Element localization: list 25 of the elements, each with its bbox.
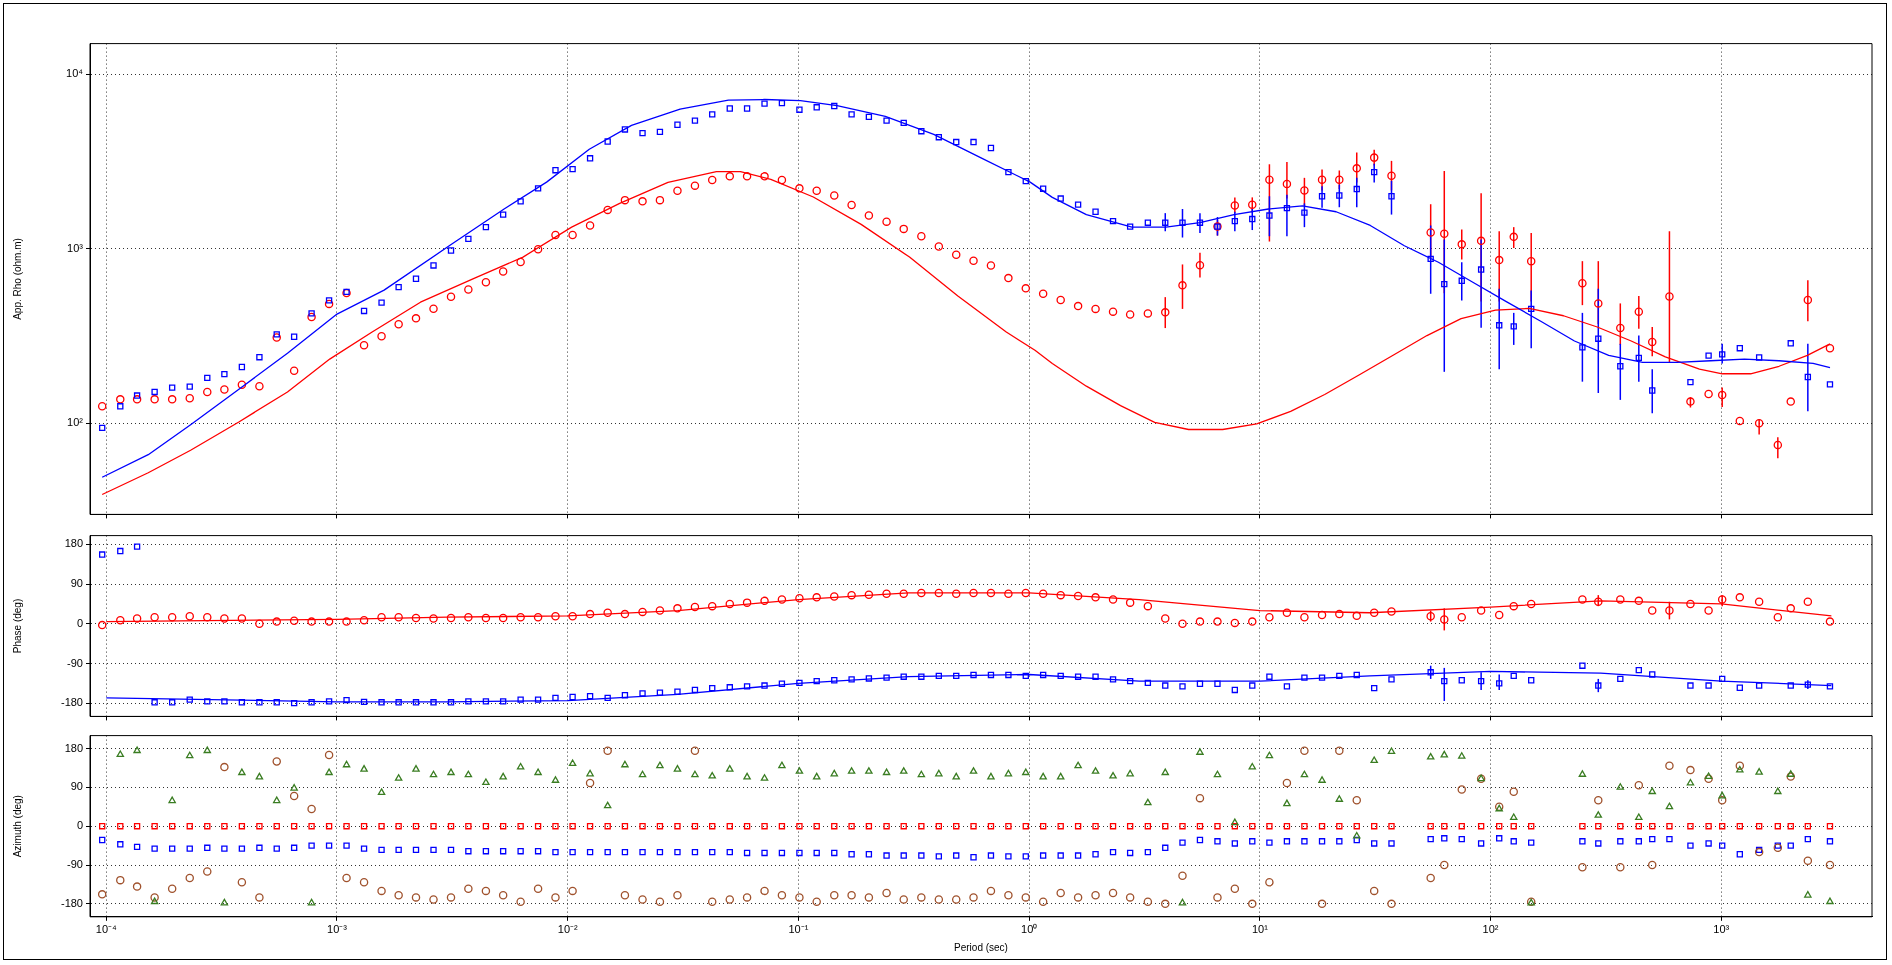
x-tick-label: 10⁻¹ xyxy=(788,923,809,936)
y-tick-label: 0 xyxy=(76,616,83,629)
x-tick-label: 10⁰ xyxy=(1021,923,1038,936)
y-tick-label: 10⁴ xyxy=(66,67,84,80)
y-tick-label: 90 xyxy=(70,577,83,590)
y-tick-label: -90 xyxy=(67,858,83,871)
y-tick-label: 10³ xyxy=(67,241,84,254)
y-tick-label: 90 xyxy=(70,780,83,793)
y-tick-label: -180 xyxy=(60,696,83,709)
y-axis-title: Azimuth (deg) xyxy=(11,795,23,858)
y-tick-label: 10² xyxy=(67,416,84,429)
y-tick-label: -90 xyxy=(67,656,83,669)
x-tick-label: 10¹ xyxy=(1251,923,1269,936)
y-tick-label: -180 xyxy=(60,896,83,909)
x-tick-label: 10⁻³ xyxy=(327,923,348,936)
x-axis-title: Period (sec) xyxy=(954,941,1008,953)
x-tick-label: 10² xyxy=(1482,923,1499,936)
x-tick-label: 10⁻² xyxy=(557,923,578,936)
y-axis-title: App. Rho (ohm.m) xyxy=(11,238,23,320)
y-tick-label: 0 xyxy=(76,819,83,832)
y-tick-label: 180 xyxy=(64,537,83,550)
x-tick-label: 10³ xyxy=(1713,923,1730,936)
y-tick-label: 180 xyxy=(64,741,83,754)
y-axis-title: Phase (deg) xyxy=(11,598,23,654)
x-tick-label: 10⁻⁴ xyxy=(95,923,118,936)
